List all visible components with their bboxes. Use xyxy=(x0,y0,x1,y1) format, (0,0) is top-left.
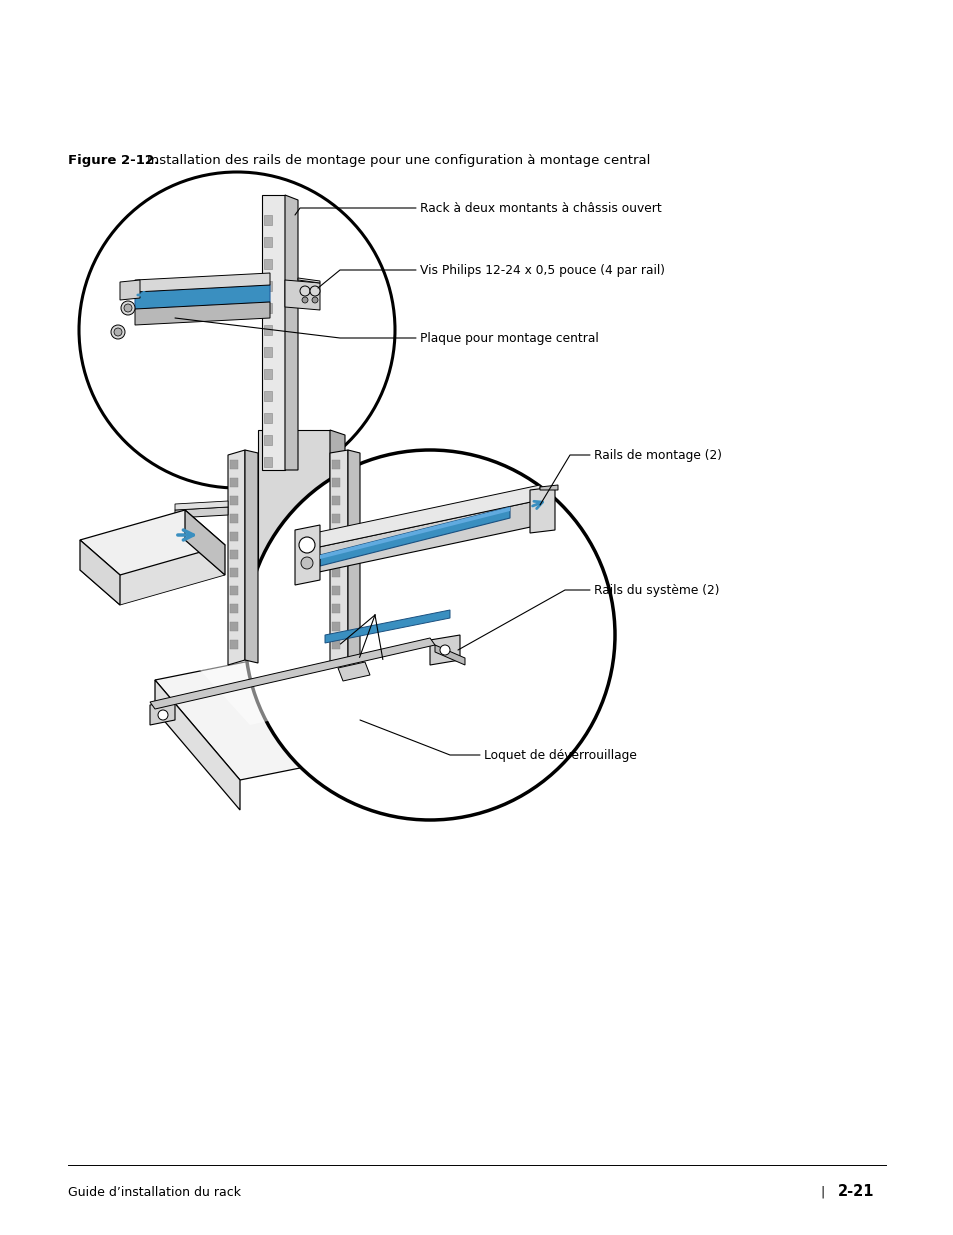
Polygon shape xyxy=(348,450,359,663)
Polygon shape xyxy=(330,450,348,663)
Polygon shape xyxy=(230,622,237,631)
Polygon shape xyxy=(230,514,237,522)
Polygon shape xyxy=(150,700,174,725)
Polygon shape xyxy=(332,514,339,522)
Text: Loquet de déverrouillage: Loquet de déverrouillage xyxy=(483,748,637,762)
Polygon shape xyxy=(332,622,339,631)
Polygon shape xyxy=(245,450,257,663)
Text: Plaque pour montage central: Plaque pour montage central xyxy=(419,331,598,345)
Polygon shape xyxy=(135,273,270,291)
Polygon shape xyxy=(530,487,555,534)
Polygon shape xyxy=(330,430,345,668)
Polygon shape xyxy=(285,280,319,310)
Polygon shape xyxy=(230,585,237,595)
Polygon shape xyxy=(230,640,237,650)
Polygon shape xyxy=(264,237,272,247)
Text: Rails du système (2): Rails du système (2) xyxy=(594,583,719,597)
Polygon shape xyxy=(332,568,339,577)
Polygon shape xyxy=(230,496,237,505)
Polygon shape xyxy=(174,501,228,510)
Polygon shape xyxy=(285,195,297,471)
Polygon shape xyxy=(264,325,272,335)
Polygon shape xyxy=(135,303,270,325)
Polygon shape xyxy=(264,282,272,291)
Polygon shape xyxy=(319,508,510,566)
Polygon shape xyxy=(332,585,339,595)
Polygon shape xyxy=(455,620,539,750)
Polygon shape xyxy=(325,610,450,643)
Polygon shape xyxy=(264,259,272,269)
Polygon shape xyxy=(264,347,272,357)
Polygon shape xyxy=(120,280,140,300)
Text: 2-21: 2-21 xyxy=(837,1184,874,1199)
Polygon shape xyxy=(332,459,339,469)
Polygon shape xyxy=(297,278,319,283)
Text: Rails de montage (2): Rails de montage (2) xyxy=(594,448,721,462)
Polygon shape xyxy=(264,435,272,445)
Polygon shape xyxy=(230,568,237,577)
Polygon shape xyxy=(264,369,272,379)
Polygon shape xyxy=(264,303,272,312)
Polygon shape xyxy=(305,485,539,550)
Polygon shape xyxy=(319,508,510,559)
Circle shape xyxy=(124,304,132,312)
Polygon shape xyxy=(230,604,237,613)
Text: Vis Philips 12-24 x 0,5 pouce (4 par rail): Vis Philips 12-24 x 0,5 pouce (4 par rai… xyxy=(419,263,664,277)
Polygon shape xyxy=(135,285,270,309)
Circle shape xyxy=(298,537,314,553)
Polygon shape xyxy=(154,620,539,781)
Polygon shape xyxy=(305,500,539,576)
Circle shape xyxy=(121,301,135,315)
Text: Guide d’installation du rack: Guide d’installation du rack xyxy=(68,1186,241,1198)
Polygon shape xyxy=(430,635,459,664)
Text: Figure 2-12.: Figure 2-12. xyxy=(68,153,159,167)
Text: Installation des rails de montage pour une configuration à montage central: Installation des rails de montage pour u… xyxy=(147,153,650,167)
Polygon shape xyxy=(185,510,225,576)
Ellipse shape xyxy=(79,172,395,488)
Polygon shape xyxy=(264,412,272,424)
Polygon shape xyxy=(337,662,370,680)
Text: Rack à deux montants à châssis ouvert: Rack à deux montants à châssis ouvert xyxy=(419,201,661,215)
Polygon shape xyxy=(332,496,339,505)
Circle shape xyxy=(158,710,168,720)
Circle shape xyxy=(113,329,122,336)
Polygon shape xyxy=(228,450,245,664)
Polygon shape xyxy=(230,459,237,469)
Polygon shape xyxy=(154,680,240,810)
Polygon shape xyxy=(200,625,450,725)
Polygon shape xyxy=(332,532,339,541)
Circle shape xyxy=(301,557,313,569)
Polygon shape xyxy=(332,604,339,613)
Polygon shape xyxy=(80,540,225,605)
Circle shape xyxy=(111,325,125,338)
Polygon shape xyxy=(294,525,319,585)
Polygon shape xyxy=(230,478,237,487)
Text: |: | xyxy=(820,1186,823,1198)
Polygon shape xyxy=(332,478,339,487)
Circle shape xyxy=(439,645,450,655)
Polygon shape xyxy=(332,640,339,650)
Circle shape xyxy=(302,296,308,303)
Polygon shape xyxy=(230,550,237,559)
Circle shape xyxy=(310,287,319,296)
Polygon shape xyxy=(257,430,330,664)
Polygon shape xyxy=(264,391,272,401)
Polygon shape xyxy=(435,645,464,664)
Polygon shape xyxy=(264,457,272,467)
Polygon shape xyxy=(80,540,120,605)
Polygon shape xyxy=(80,510,225,576)
Polygon shape xyxy=(262,195,285,471)
Polygon shape xyxy=(264,215,272,225)
Circle shape xyxy=(312,296,317,303)
Polygon shape xyxy=(539,485,558,490)
Polygon shape xyxy=(230,532,237,541)
Ellipse shape xyxy=(245,450,615,820)
Circle shape xyxy=(299,287,310,296)
Polygon shape xyxy=(150,638,435,709)
Polygon shape xyxy=(332,550,339,559)
Polygon shape xyxy=(174,508,228,517)
